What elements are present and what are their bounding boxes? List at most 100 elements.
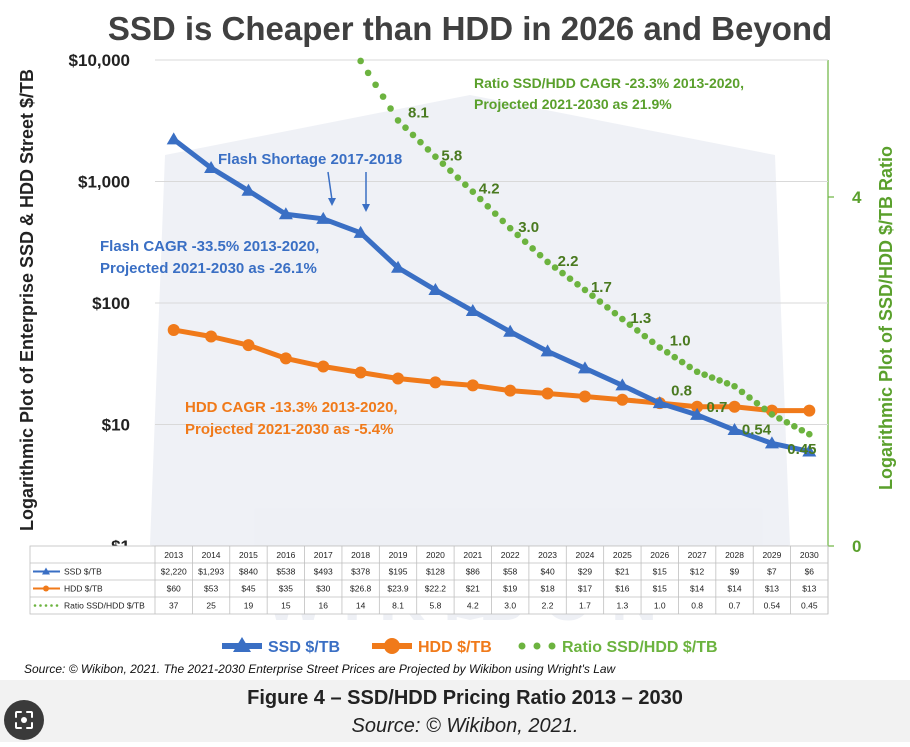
hdd-point-2018 [354,366,367,379]
table-cell: 5.8 [430,601,442,611]
ratio-point-labels: 8.1 5.8 4.2 3.0 2.2 1.7 1.3 1.0 0.8 0.7 0.54 0.45 [408,104,816,458]
annotations: Flash Shortage 2017-2018 Flash CAGR -33.… [100,75,744,438]
table-cell: $7 [767,567,777,577]
y2-axis-label: Logarithmic Plot of SSD/HDD $/TB Ratio [876,146,896,490]
ratio-point-2024 [581,286,589,294]
ratio-dot-segment [716,377,723,384]
ssd-point-2028 [727,423,742,436]
table-cell: $23.9 [387,584,409,594]
table-cell: 37 [169,601,179,611]
ratio-dot-segment [791,422,798,430]
y-axis-label: Logarithmic Plot of Enterprise SSD & HDD… [17,69,37,531]
table-row-label: HDD $/TB [64,584,103,594]
ratio-dot-segment [686,363,693,371]
y-tick-label: $10,000 [69,51,130,70]
ratio-point-2020 [432,153,439,160]
ssd-point-2023 [540,344,555,357]
y-tick-label: $1,000 [78,173,130,192]
table-cell: $6 [805,567,815,577]
hdd-cagr-line-1: HDD CAGR -13.3% 2013-2020, [185,399,398,416]
table-cell: $26.8 [350,584,372,594]
table-cell: $840 [239,567,258,577]
ratio-point-2018 [357,57,364,65]
flash-cagr-line-1: Flash CAGR -33.5% 2013-2020, [100,238,319,255]
ssd-point-2019 [391,260,406,273]
table-key-ratio-dot [55,604,59,607]
table-cell: 1.7 [579,601,591,611]
lens-search-icon [15,711,33,729]
table-cell: 0.8 [691,601,703,611]
legend-ratio-dot-1 [533,642,541,650]
table-key-hdd-marker [43,585,49,592]
ratio-dot-segment [566,275,574,283]
ratio-point-2028 [731,382,738,390]
legend-ssd-marker [233,637,251,652]
ratio-dot-segment [663,349,671,356]
table-cell: $19 [503,584,517,594]
ratio-cagr-line-1: Ratio SSD/HDD CAGR -23.3% 2013-2020, [474,75,744,91]
table-year-header: 2026 [650,550,669,560]
figure-source: Source: © Wikibon, 2021. [352,715,579,737]
table-cell: $18 [540,584,554,594]
ratio-cagr-line-2: Projected 2021-2030 as 21.9% [474,96,672,112]
flash-shortage-arrowhead-2 [362,204,370,212]
ratio-point-2019 [394,117,402,124]
hdd-series-line [171,327,812,414]
ssd-point-2022 [503,324,518,337]
legend-ssd-label: SSD $/TB [268,639,340,656]
ratio-dot-segment [387,105,394,112]
table-cell: 3.0 [504,601,516,611]
data-table: 2013 2014 2015 2016 2017 2018 2019 2020 2021 2022… [29,545,829,615]
table-key-ratio-dot [33,604,37,607]
ratio-label-2019: 8.1 [408,104,429,121]
table-year-header: 2024 [576,550,595,560]
ratio-dot-segment [372,81,379,89]
ratio-dot-segment [447,167,454,174]
table-cell: 0.45 [801,601,818,611]
legend-hdd-label: HDD $/TB [418,639,492,656]
y2-axis-ticks: 40 [828,188,862,556]
hdd-point-2028 [728,400,741,413]
flash-shortage-arrowhead-1 [328,198,336,206]
ssd-point-2020 [428,282,443,295]
table-cell: $1,293 [198,567,224,577]
ratio-dot-segment [611,309,619,317]
table-cell: 0.54 [764,601,781,611]
ratio-point-2027 [693,368,701,376]
table-key-ratio-dot [50,604,53,607]
flash-cagr-line-2: Projected 2021-2030 as -26.1% [100,260,317,277]
legend-ratio-label: Ratio SSD/HDD $/TB [562,639,718,656]
ssd-point-2015 [241,183,256,196]
table-cell: $35 [279,584,293,594]
y-tick-label: $10 [102,416,130,435]
table-cell: $21 [466,584,480,594]
ratio-dot-segment [776,415,783,422]
ratio-dot-segment [626,321,634,329]
table-year-header: 2020 [426,550,445,560]
table-year-header: 2013 [164,550,183,560]
series-layer [166,57,817,457]
ratio-point-2030 [806,430,813,438]
table-year-header: 2014 [202,550,221,560]
table-cell: $2,220 [161,567,187,577]
ratio-dot-segment [798,426,806,434]
ratio-label-2020: 5.8 [441,148,462,165]
y2-tick-label: 0 [852,537,861,556]
ratio-dot-segment [753,399,761,407]
table-year-header: 2017 [314,550,333,560]
ratio-label-2026: 1.0 [670,333,691,350]
lens-search-button[interactable] [4,700,44,740]
legend-ratio-dot-0 [518,642,526,650]
ratio-dot-segment [536,251,544,259]
ssd-point-2013 [166,132,181,145]
ssd-point-2018 [353,225,368,238]
ratio-dot-segment [559,269,566,277]
ratio-dot-segment [439,160,447,167]
ratio-label-2022: 3.0 [518,219,539,236]
table-cell: $13 [765,584,779,594]
ratio-label-2024: 1.7 [591,279,612,296]
table-key-ssd-marker [42,567,50,575]
ratio-dot-segment [761,405,768,413]
watermark-hexagon [150,95,790,620]
hdd-point-2027 [691,400,704,413]
